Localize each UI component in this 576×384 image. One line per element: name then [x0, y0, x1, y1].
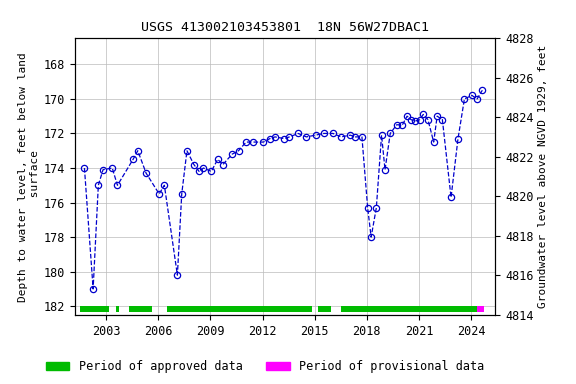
Y-axis label: Groundwater level above NGVD 1929, feet: Groundwater level above NGVD 1929, feet — [538, 45, 548, 308]
Bar — [116, 306, 119, 312]
Bar — [80, 306, 109, 312]
Legend: Period of approved data, Period of provisional data: Period of approved data, Period of provi… — [41, 356, 489, 378]
Bar — [477, 306, 484, 312]
Y-axis label: Depth to water level, feet below land
 surface: Depth to water level, feet below land su… — [18, 52, 40, 301]
Bar — [167, 306, 312, 312]
Bar — [318, 306, 331, 312]
Bar — [341, 306, 477, 312]
Bar — [129, 306, 152, 312]
Title: USGS 413002103453801  18N 56W27DBAC1: USGS 413002103453801 18N 56W27DBAC1 — [141, 22, 429, 35]
